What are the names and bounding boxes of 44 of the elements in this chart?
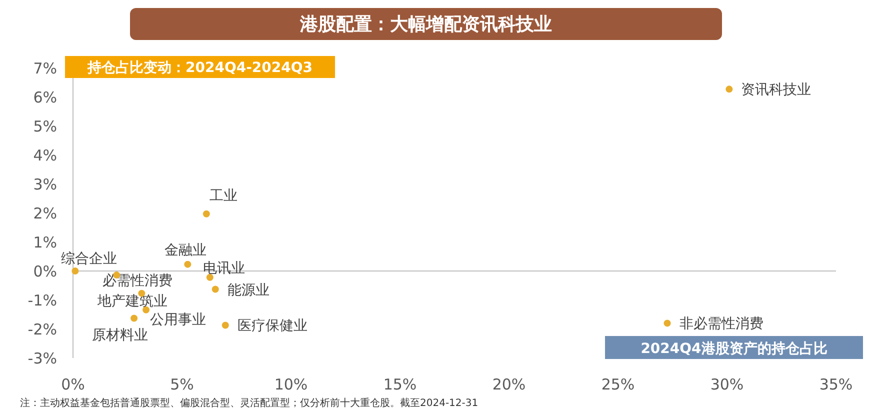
y-tick-label: 2% [33, 204, 57, 222]
y-tick-label: -1% [28, 291, 57, 310]
x-tick-label: 35% [819, 375, 853, 394]
point [206, 274, 214, 281]
x-tick-label: 20% [492, 375, 526, 394]
series-label: 工业 [209, 188, 238, 204]
series-label: 综合企业 [61, 251, 118, 267]
x-tick-label: 30% [710, 375, 744, 394]
y-tick-label: 7% [33, 59, 57, 78]
x-axis-title: 2024Q4港股资产的持仓占比 [640, 340, 828, 357]
point [130, 314, 138, 322]
series-label: 公用事业 [150, 312, 206, 328]
y-tick-label: 5% [33, 117, 57, 136]
point [184, 260, 192, 268]
series-label: 原材料业 [92, 327, 148, 344]
series-label: 能源业 [227, 282, 270, 298]
text: 注：主动权益基金包括普通股票型、偏股混合型、灵活配置型；仅分析前十大重仓股。截至2024-12-31 [20, 397, 478, 409]
x-tick-label: 25% [601, 375, 635, 394]
x-tick-label: 15% [383, 375, 417, 394]
point [212, 286, 219, 293]
point [72, 268, 79, 274]
point [726, 86, 733, 93]
point [222, 322, 229, 329]
x-tick-label: 5% [170, 375, 194, 394]
point [664, 320, 671, 327]
y-tick-label: 0% [33, 262, 57, 280]
y-tick-label: -3% [28, 349, 57, 368]
y-tick-label: -2% [28, 320, 57, 338]
series-label: 金融业 [164, 242, 207, 258]
y-axis-title: 持仓占比变动：2024Q4-2024Q3 [86, 59, 313, 76]
x-tick-label: 0% [61, 375, 85, 394]
y-tick-label: 4% [33, 146, 57, 164]
y-tick-label: 6% [33, 88, 57, 106]
y-tick-label: 1% [33, 233, 57, 252]
series-label: 医疗保健业 [237, 318, 308, 334]
series-label: 必需性消费 [102, 273, 173, 290]
chart-title: 港股配置：大幅增配资讯科技业 [299, 14, 552, 35]
x-tick-label: 10% [274, 375, 308, 394]
series-label: 资讯科技业 [741, 82, 812, 98]
y-tick-label: 3% [33, 175, 57, 194]
series-label: 非必需性消费 [679, 316, 764, 332]
series-label: 地产建筑业 [96, 293, 168, 310]
series-label: 电讯业 [202, 260, 245, 276]
point [202, 210, 210, 218]
